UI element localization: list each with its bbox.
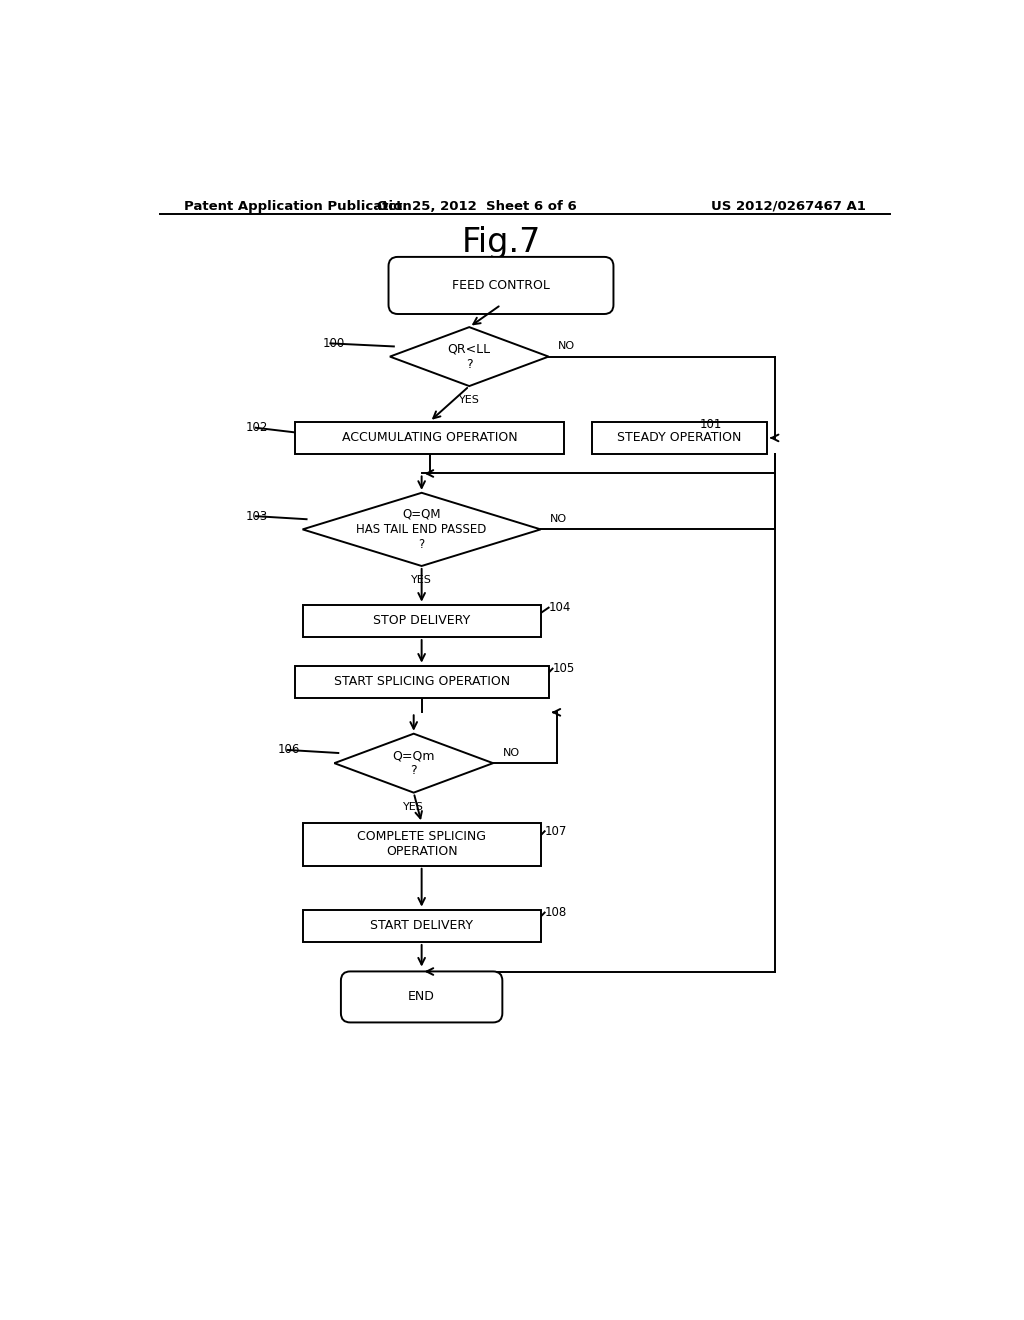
Bar bbox=[295, 421, 564, 454]
Text: 101: 101 bbox=[699, 418, 722, 432]
Text: 103: 103 bbox=[246, 510, 267, 523]
Text: 104: 104 bbox=[549, 601, 571, 614]
Bar bbox=[295, 665, 549, 698]
Text: Q=QM
HAS TAIL END PASSED
?: Q=QM HAS TAIL END PASSED ? bbox=[356, 508, 486, 550]
Text: YES: YES bbox=[403, 801, 424, 812]
Text: YES: YES bbox=[459, 395, 479, 405]
FancyBboxPatch shape bbox=[341, 972, 503, 1023]
Bar bbox=[303, 909, 541, 942]
Text: 102: 102 bbox=[246, 421, 268, 434]
Text: Fig.7: Fig.7 bbox=[461, 226, 541, 259]
Text: 106: 106 bbox=[278, 743, 300, 756]
Text: NO: NO bbox=[558, 342, 575, 351]
Text: Q=Qm
?: Q=Qm ? bbox=[392, 750, 435, 777]
Text: Patent Application Publication: Patent Application Publication bbox=[183, 199, 412, 213]
Text: 107: 107 bbox=[545, 825, 567, 838]
Text: US 2012/0267467 A1: US 2012/0267467 A1 bbox=[712, 199, 866, 213]
Text: ACCUMULATING OPERATION: ACCUMULATING OPERATION bbox=[342, 432, 517, 445]
Text: NO: NO bbox=[550, 515, 567, 524]
Bar bbox=[592, 421, 767, 454]
Text: 100: 100 bbox=[323, 337, 345, 350]
Text: END: END bbox=[409, 990, 435, 1003]
Polygon shape bbox=[390, 327, 549, 385]
Text: QR<LL
?: QR<LL ? bbox=[447, 343, 490, 371]
Text: START DELIVERY: START DELIVERY bbox=[370, 919, 473, 932]
Text: COMPLETE SPLICING
OPERATION: COMPLETE SPLICING OPERATION bbox=[357, 830, 486, 858]
Polygon shape bbox=[303, 492, 541, 566]
Text: YES: YES bbox=[412, 576, 432, 585]
Text: 105: 105 bbox=[553, 663, 574, 675]
Text: Oct. 25, 2012  Sheet 6 of 6: Oct. 25, 2012 Sheet 6 of 6 bbox=[377, 199, 578, 213]
Text: STEADY OPERATION: STEADY OPERATION bbox=[617, 432, 741, 445]
Polygon shape bbox=[334, 734, 494, 792]
Text: STOP DELIVERY: STOP DELIVERY bbox=[373, 614, 470, 627]
Bar bbox=[303, 824, 541, 866]
Text: NO: NO bbox=[503, 748, 520, 758]
Text: START SPLICING OPERATION: START SPLICING OPERATION bbox=[334, 676, 510, 688]
Bar bbox=[303, 605, 541, 638]
FancyBboxPatch shape bbox=[388, 257, 613, 314]
Text: FEED CONTROL: FEED CONTROL bbox=[452, 279, 550, 292]
Text: 108: 108 bbox=[545, 906, 567, 919]
